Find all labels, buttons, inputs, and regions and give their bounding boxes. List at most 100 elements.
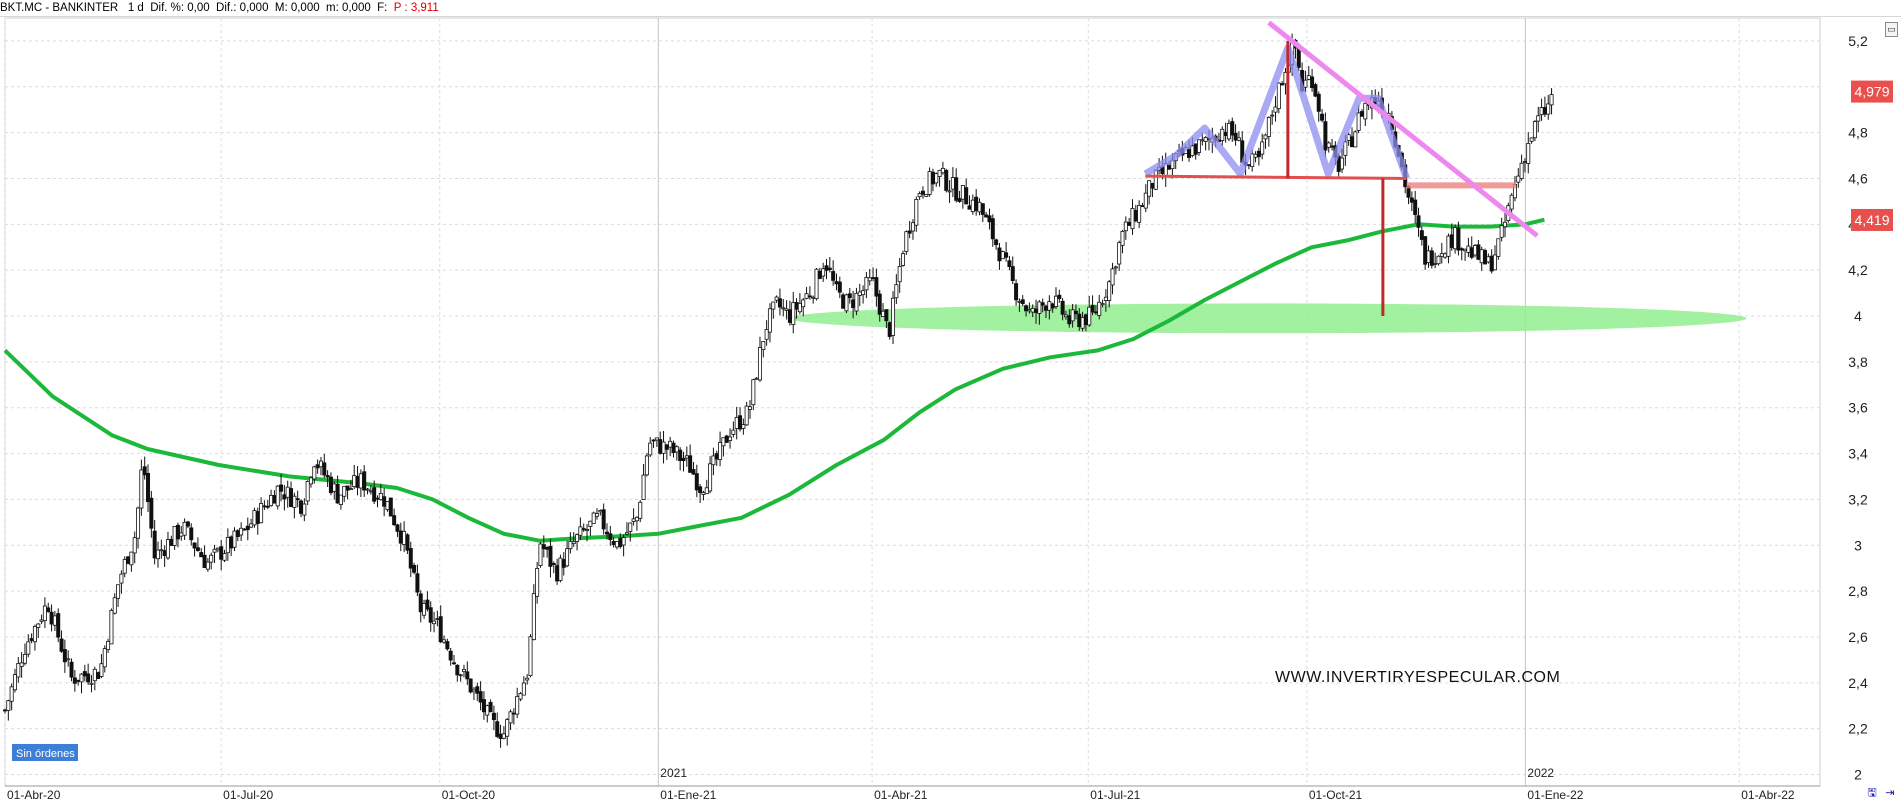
candle-body <box>415 573 420 593</box>
candle-body <box>864 277 869 291</box>
candle-body <box>299 500 304 514</box>
candle-body <box>89 682 94 685</box>
candle-body <box>318 460 323 468</box>
candle-body <box>960 184 965 200</box>
candle-body <box>468 678 473 693</box>
candle-body <box>914 199 919 226</box>
candle-body <box>1466 245 1471 253</box>
y-tick-label: 4 <box>1854 308 1862 324</box>
candle-body <box>711 455 716 466</box>
candle-body <box>179 532 184 537</box>
candle-body <box>485 705 490 716</box>
candle-body <box>528 636 533 677</box>
candle-body <box>1057 294 1062 300</box>
candle-body <box>46 607 51 613</box>
candle-body <box>52 615 57 626</box>
candle-body <box>671 442 676 454</box>
candle-body <box>1276 82 1281 110</box>
candle-body <box>821 268 826 277</box>
candle-body <box>1426 250 1431 263</box>
candle-body <box>867 277 872 282</box>
candle-body <box>285 486 290 498</box>
candle-body <box>29 638 34 641</box>
candle-body <box>86 673 91 683</box>
candle-body <box>12 674 17 691</box>
candle-body <box>997 247 1002 262</box>
candle-body <box>774 296 779 301</box>
plot-area <box>4 17 1821 787</box>
candle-body <box>99 663 104 677</box>
candle-body <box>881 310 886 317</box>
candle-body <box>518 693 523 700</box>
candle-body <box>126 556 131 564</box>
candle-body <box>342 485 347 497</box>
candle-body <box>142 466 147 476</box>
candle-body <box>332 483 337 492</box>
candle-body <box>1353 131 1358 148</box>
candle-body <box>1409 197 1414 203</box>
candle-body <box>149 497 154 529</box>
candle-body <box>588 520 593 527</box>
candle-body <box>368 490 373 493</box>
candle-body <box>505 719 510 737</box>
candle-body <box>219 546 224 560</box>
candle-body <box>804 293 809 299</box>
candle-body <box>481 699 486 713</box>
support-zone <box>788 303 1747 334</box>
candle-body <box>295 498 300 501</box>
candle-body <box>1459 248 1464 251</box>
candle-body <box>851 299 856 308</box>
candle-body <box>631 518 636 522</box>
candle-body <box>232 530 237 548</box>
candle-body <box>19 662 24 667</box>
x-tick-label: 01-Abr-21 <box>874 788 928 801</box>
candle-body <box>471 688 476 692</box>
candle-body <box>425 599 430 610</box>
candle-body <box>807 295 812 298</box>
candle-body <box>92 668 97 682</box>
candle-body <box>328 476 333 494</box>
candle-body <box>245 525 250 531</box>
year-label: 2022 <box>1527 766 1554 780</box>
candle-body <box>1226 123 1231 140</box>
candle-body <box>977 201 982 213</box>
candle-body <box>708 463 713 492</box>
candle-body <box>279 484 284 492</box>
candle-body <box>146 473 151 502</box>
candle-body <box>1473 245 1478 256</box>
candle-body <box>1529 137 1534 142</box>
candle-body <box>581 528 586 531</box>
candle-body <box>947 190 952 193</box>
candle-body <box>1330 145 1335 148</box>
candle-body <box>82 671 87 677</box>
window-restore-icon[interactable]: ▭ <box>1885 22 1898 37</box>
candle-body <box>119 573 124 584</box>
chart-header: BKT.MC - BANKINTER 1 d Dif. %: 0,00 Dif.… <box>0 0 1901 17</box>
candle-body <box>545 547 550 550</box>
candle-body <box>1443 253 1448 258</box>
candle-body <box>684 455 689 459</box>
candle-body <box>1103 296 1108 301</box>
candle-body <box>1502 221 1507 228</box>
candle-body <box>535 568 540 597</box>
candle-body <box>388 497 393 517</box>
candle-body <box>1496 238 1501 257</box>
candle-body <box>182 521 187 536</box>
candle-body <box>455 664 460 676</box>
candle-body <box>175 524 180 540</box>
candle-body <box>801 299 806 308</box>
candle-body <box>1233 132 1238 141</box>
candle-body <box>375 497 380 500</box>
candle-body <box>189 527 194 541</box>
candle-body <box>1326 142 1331 148</box>
candle-body <box>954 177 959 201</box>
symbol-label: BKT.MC - BANKINTER <box>0 2 119 14</box>
candle-body <box>1007 260 1012 267</box>
export-icon[interactable]: ⇥ <box>1885 786 1895 799</box>
candle-body <box>1519 162 1524 179</box>
candle-body <box>308 477 313 485</box>
save-icon[interactable]: 🖫 <box>1867 786 1877 799</box>
y-tick-label: 2,2 <box>1848 721 1868 737</box>
candle-body <box>225 537 230 554</box>
candle-body <box>302 503 307 516</box>
